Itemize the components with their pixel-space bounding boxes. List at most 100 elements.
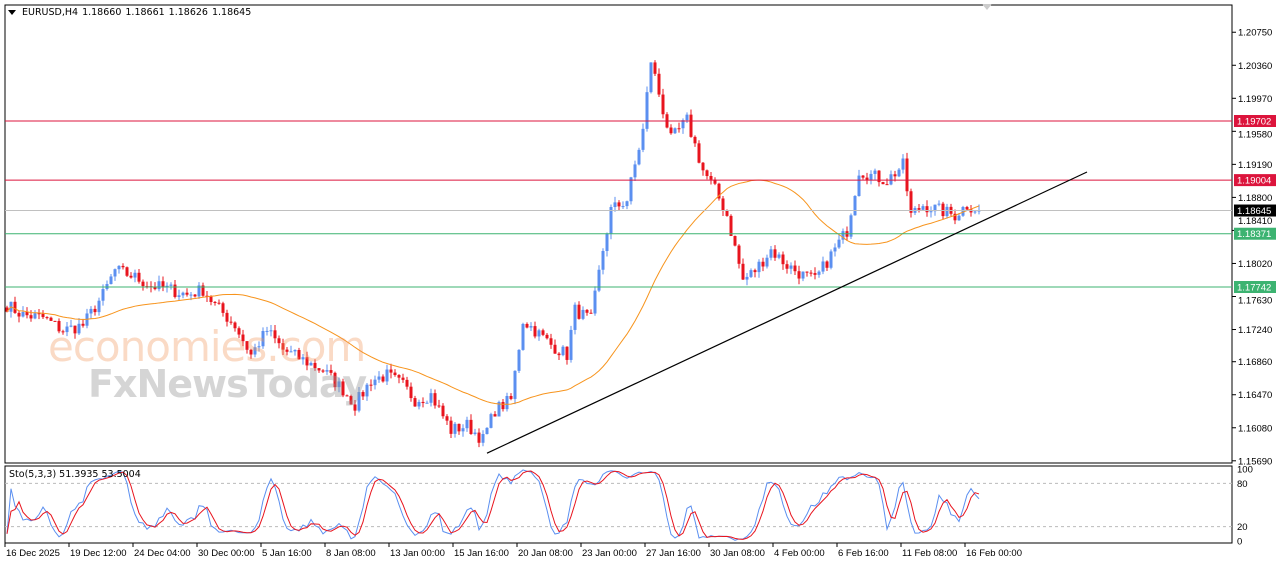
candle-bull: [757, 261, 761, 273]
candle-bull: [461, 428, 465, 432]
time-tick-label: 30 Jan 08:00: [710, 548, 765, 559]
candle-bear: [57, 320, 61, 332]
candle-bear: [381, 376, 385, 382]
candle-bear: [121, 265, 125, 268]
candle-bear: [213, 301, 217, 303]
candle-bull: [537, 330, 541, 337]
candle-bear: [17, 312, 21, 317]
candle-bull: [109, 276, 113, 285]
candle-bull: [929, 211, 933, 213]
candle-bear: [173, 284, 177, 297]
candle-bear: [185, 292, 189, 295]
candle-bull: [465, 419, 469, 429]
candle-bull: [581, 309, 585, 319]
candle-bear: [401, 377, 405, 380]
candle-bear: [717, 183, 721, 199]
candle-bear: [713, 179, 717, 184]
candle-bear: [781, 254, 785, 265]
candle-bear: [813, 273, 817, 275]
candle-bear: [317, 368, 321, 371]
candle-bull: [629, 177, 633, 202]
shift-marker-icon: [982, 4, 992, 10]
time-tick-label: 24 Dec 04:00: [134, 548, 191, 559]
candle-bull: [853, 196, 857, 216]
candle-bear: [761, 261, 765, 267]
candle-bear: [449, 420, 453, 434]
candle-bull: [33, 313, 37, 319]
candle-bear: [825, 261, 829, 268]
candle-bull: [197, 285, 201, 297]
candle-bear: [125, 267, 129, 276]
stochastic-area: [4, 465, 1233, 544]
price-tick-label: 1.16470: [1238, 390, 1272, 401]
candle-bull: [673, 128, 677, 134]
candle-bear: [205, 295, 209, 297]
time-tick-label: 6 Feb 16:00: [838, 548, 889, 559]
candle-bear: [409, 386, 413, 399]
candle-bear: [141, 281, 145, 287]
candle-bear: [341, 381, 345, 396]
candle-bear: [793, 265, 797, 272]
price-tick-label: 1.16860: [1238, 357, 1272, 368]
stochastic-level-label: 80: [1237, 479, 1248, 490]
candle-bull: [641, 128, 645, 150]
candle-bull: [621, 206, 625, 208]
candle-bear: [861, 175, 865, 178]
time-tick-label: 19 Dec 12:00: [70, 548, 127, 559]
candle-bear: [965, 207, 969, 210]
candle-bear: [501, 402, 505, 410]
candle-bear: [689, 114, 693, 137]
candle-bear: [233, 322, 237, 329]
candle-bear: [729, 215, 733, 237]
price-tick-label: 1.18800: [1238, 193, 1272, 204]
candle-bull: [473, 432, 477, 434]
candle-bull: [337, 381, 341, 388]
support-price-label: 1.17742: [1237, 283, 1271, 294]
candle-bear: [589, 312, 593, 314]
candle-bull: [521, 323, 525, 350]
candle-bull: [157, 281, 161, 290]
candle-bull: [265, 330, 269, 332]
candle-bear: [421, 401, 425, 404]
candle-bear: [893, 174, 897, 177]
candle-bull: [769, 249, 773, 258]
candle-bull: [829, 251, 833, 268]
candle-bear: [469, 419, 473, 434]
candle-bear: [881, 182, 885, 185]
candle-bear: [545, 334, 549, 339]
candle-bear: [281, 343, 285, 350]
candle-bull: [21, 312, 25, 317]
candle-bear: [785, 264, 789, 269]
candle-bull: [569, 329, 573, 360]
candle-bear: [345, 395, 349, 397]
candle-bull: [429, 393, 433, 403]
candle-bull: [489, 414, 493, 428]
candle-bull: [169, 284, 173, 286]
price-tick-label: 1.19970: [1238, 94, 1272, 105]
time-tick-label: 30 Dec 00:00: [198, 548, 255, 559]
candle-bear: [553, 344, 557, 354]
candle-bear: [393, 372, 397, 376]
candle-bull: [609, 207, 613, 234]
candle-bull: [77, 323, 81, 334]
candle-bear: [493, 414, 497, 417]
symbol-label: EURUSD,H4: [22, 7, 79, 18]
candle-bull: [257, 346, 261, 348]
dropdown-triangle-icon[interactable]: [8, 10, 16, 15]
candle-bear: [953, 213, 957, 221]
candle-bull: [289, 351, 293, 353]
candle-bull: [573, 304, 577, 330]
candle-bear: [201, 285, 205, 296]
candle-bear: [209, 296, 213, 302]
candle-bull: [897, 169, 901, 177]
candle-bull: [613, 202, 617, 208]
support-price-tag: [1234, 227, 1276, 240]
candle-bull: [849, 215, 853, 237]
candle-bear: [153, 286, 157, 290]
candle-bear: [349, 395, 353, 405]
current-price-label: 1.18645: [1237, 206, 1271, 217]
candle-bull: [325, 370, 329, 372]
high-value: 1.18661: [125, 7, 165, 18]
